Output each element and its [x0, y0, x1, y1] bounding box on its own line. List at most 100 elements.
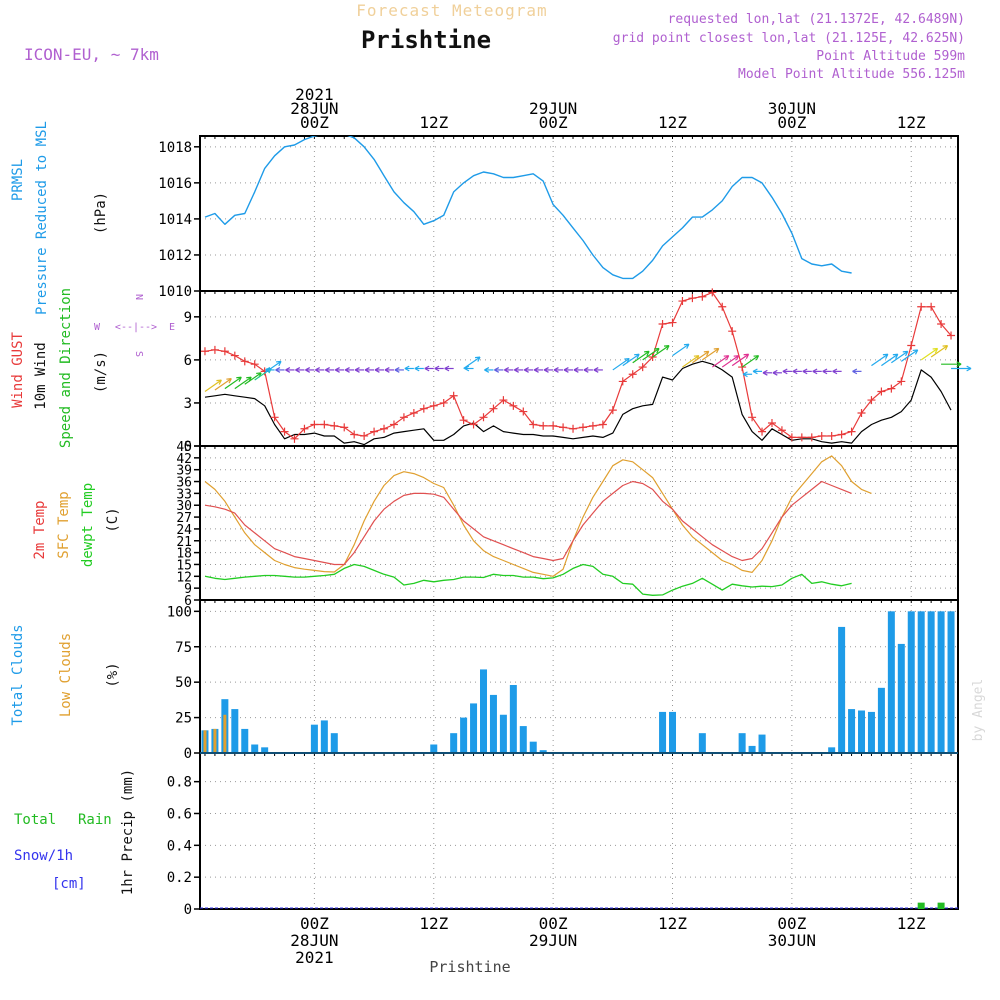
- wind-arrow: [325, 367, 335, 373]
- gust-marker: [529, 420, 538, 429]
- total-cloud-bar: [261, 747, 269, 752]
- total-cloud-bar: [330, 733, 338, 752]
- wind-arrow: [951, 365, 972, 372]
- wind-arrow-shaft: [204, 379, 222, 392]
- model-label: ICON-EU, ~ 7km: [24, 45, 159, 64]
- total-cloud-bar: [917, 611, 925, 752]
- x-label-top: 30JUN: [768, 99, 816, 118]
- ytick-label: 75: [175, 640, 192, 656]
- precip-units: 1hr Precip (mm): [120, 769, 136, 895]
- gust-marker: [688, 294, 697, 303]
- total-cloud-bar: [659, 711, 667, 752]
- wind-arrow-head: [852, 368, 858, 375]
- rain-bar: [937, 902, 945, 909]
- gust-marker: [340, 423, 349, 432]
- wind-arrow-head: [753, 355, 760, 361]
- wind-arrow: [504, 367, 514, 373]
- wind-arrow-head: [295, 367, 301, 373]
- sfc-temp-line: [204, 455, 872, 577]
- gust-marker: [817, 431, 826, 440]
- ytick-label: 50: [175, 675, 192, 691]
- x-label-top: 2021: [295, 85, 334, 104]
- total-cloud-bar: [848, 709, 856, 752]
- gust-marker: [887, 384, 896, 393]
- ytick-label: 33: [176, 487, 192, 502]
- wind-arrow-head: [812, 368, 818, 375]
- gust-marker: [200, 347, 209, 356]
- gust-marker: [598, 420, 607, 429]
- legend-snow: Snow/1h: [14, 848, 73, 864]
- total-cloud-bar: [251, 744, 259, 752]
- wind-arrow: [463, 356, 481, 369]
- low-cloud-bar: [213, 728, 217, 752]
- gust-marker: [360, 431, 369, 440]
- wind-arrow-head: [374, 367, 380, 373]
- wind-arrow-head: [782, 368, 788, 375]
- legend-cm: [cm]: [52, 876, 86, 892]
- gust-marker: [270, 413, 279, 422]
- wind-arrow: [731, 353, 750, 367]
- wind-arrow: [444, 365, 454, 372]
- x-label-bottom: 29JUN: [529, 931, 577, 950]
- wind-arrow-head: [514, 367, 519, 373]
- ytick-label: 0.8: [167, 775, 192, 791]
- x-label-top: 12Z: [897, 113, 926, 132]
- ytick-label: 21: [176, 535, 192, 550]
- ytick-label: 24: [176, 523, 192, 538]
- pressure-label-2: Pressure Reduced to MSL: [34, 121, 50, 315]
- x-label-bottom: 28JUN: [290, 931, 338, 950]
- x-label-bottom: 00Z: [300, 914, 329, 933]
- wind-arrow-shaft: [881, 353, 899, 367]
- total-cloud-bar: [897, 643, 905, 752]
- point-altitude: Point Altitude 599m: [816, 49, 965, 64]
- wind-arrow-head: [683, 343, 690, 349]
- wind-arrow: [484, 367, 494, 373]
- ytick-label: 0.2: [167, 870, 192, 886]
- gust-marker: [777, 426, 786, 435]
- wind-arrow-shaft: [224, 376, 242, 390]
- wind-arrow: [354, 367, 365, 373]
- gust-marker: [280, 427, 289, 436]
- ytick-label: 0: [184, 902, 192, 918]
- x-label-top: 28JUN: [290, 99, 338, 118]
- wind-arrow-head: [404, 365, 410, 372]
- plot-layer: 1010101210141016101803696912151821242730…: [158, 85, 972, 967]
- wind-arrow: [593, 367, 603, 373]
- gust-marker: [240, 357, 249, 366]
- wind-arrow: [891, 350, 909, 364]
- wind-arrow-shaft: [642, 347, 660, 361]
- wind-arrow: [881, 353, 899, 367]
- wind-arrow: [772, 369, 782, 376]
- wind-arrow: [583, 367, 593, 373]
- wind-arrow-head: [315, 367, 321, 373]
- temp-2m-line: [204, 480, 852, 566]
- wind-arrow: [822, 368, 832, 375]
- wind-arrow-head: [792, 368, 798, 375]
- gust-marker: [698, 292, 707, 301]
- gust-marker: [718, 302, 727, 311]
- x-label-top: 00Z: [300, 113, 329, 132]
- ytick-label: 42: [176, 452, 192, 467]
- gust-marker: [370, 427, 379, 436]
- gust-marker: [758, 427, 767, 436]
- gust-marker: [847, 427, 856, 436]
- gust-marker: [728, 327, 737, 336]
- x-label-top: 00Z: [539, 113, 568, 132]
- total-cloud-bar: [539, 750, 547, 752]
- gust-marker: [708, 288, 717, 297]
- wind-arrow-shaft: [672, 343, 690, 357]
- wind-arrow-head: [654, 347, 660, 354]
- compass-s: S: [133, 351, 144, 357]
- total-cloud-bar: [480, 669, 488, 752]
- wind-arrow-shaft: [214, 378, 232, 391]
- gust-marker: [867, 396, 876, 405]
- gust-marker: [767, 419, 776, 428]
- wind-arrow-head: [434, 365, 440, 372]
- wind-arrow-head: [912, 349, 919, 355]
- wind-arrow: [672, 343, 690, 357]
- total-cloud-bar: [748, 745, 756, 752]
- gust-marker: [210, 345, 219, 354]
- gust-marker: [797, 433, 806, 442]
- wind-arrow-head: [494, 367, 500, 373]
- gust-marker: [399, 413, 408, 422]
